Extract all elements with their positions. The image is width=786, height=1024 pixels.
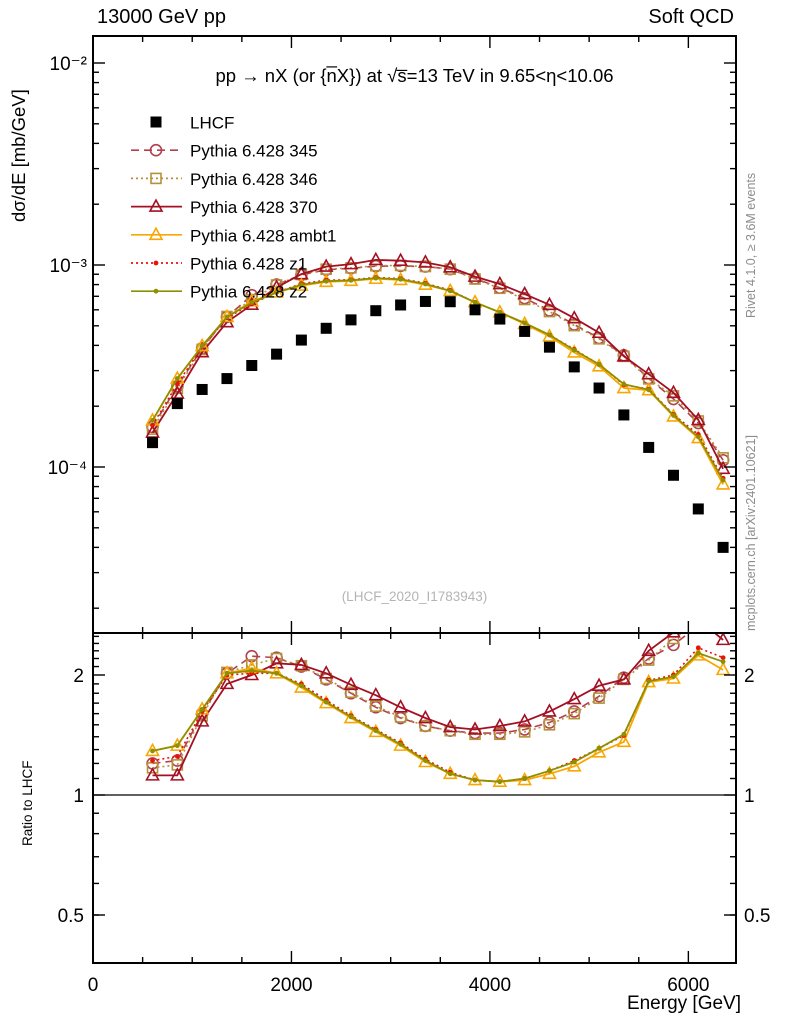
beam-header: 13000 GeV pp [97, 6, 226, 28]
legend-label: Pythia 6.428 345 [190, 142, 318, 161]
legend-item: Pythia 6.428 370 [131, 198, 318, 217]
legend-label: LHCF [190, 114, 234, 133]
legend-label: Pythia 6.428 ambt1 [190, 226, 336, 245]
y-axis-label: dσ/dE [mb/GeV] [8, 89, 29, 222]
series-line-main-3 [151, 258, 724, 470]
mcplots-source-note: mcplots.cern.ch [arXiv:2401.10621] [744, 435, 758, 631]
process-group-header: Soft QCD [648, 6, 734, 28]
series-line-ratio-6 [152, 652, 724, 783]
legend-label: Pythia 6.428 370 [190, 198, 318, 217]
series-line-ratio-3 [152, 633, 724, 777]
series-lhcf-data [147, 295, 729, 553]
series-line-main-6 [151, 277, 724, 481]
ratio-tick-label-left: 2 [73, 666, 84, 687]
y-tick-label: 10⁻³ [50, 256, 88, 277]
series-main-4 [145, 270, 731, 490]
series-main-6 [150, 275, 726, 483]
main-panel [145, 251, 731, 553]
ratio-tick-label-left: 1 [73, 786, 84, 807]
x-axis-label: Energy [GeV] [627, 993, 741, 1014]
series-line-ratio-5 [152, 646, 724, 783]
x-tick-label: 2000 [270, 975, 312, 996]
ratio-panel [93, 633, 736, 796]
legend-item: Pythia 6.428 z2 [131, 283, 307, 302]
ratio-tick-label-right: 1 [744, 786, 755, 807]
legend-item: LHCF [150, 114, 234, 133]
legend-item: Pythia 6.428 ambt1 [131, 226, 336, 245]
series-ratio-1 [146, 633, 691, 770]
ratio-tick-label-right: 2 [744, 666, 755, 687]
legend-label: Pythia 6.428 z1 [190, 255, 307, 274]
y-tick-label: 10⁻⁴ [48, 458, 87, 479]
ratio-tick-label-left: 0.5 [58, 906, 84, 927]
legend-item: Pythia 6.428 345 [131, 142, 318, 161]
legend: LHCF Pythia 6.428 345 Pythia 6.428 346 Pyth… [131, 114, 336, 302]
series-line-ratio-1 [152, 633, 691, 765]
rivet-version-note: Rivet 4.1.0, ≥ 3.6M events [744, 173, 758, 318]
series-line-ratio-2 [152, 633, 684, 769]
legend-item: Pythia 6.428 346 [131, 170, 318, 189]
series-ratio-2 [146, 633, 684, 774]
x-tick-label: 6000 [667, 975, 709, 996]
x-tick-label: 4000 [469, 975, 511, 996]
series-ratio-3 [145, 633, 731, 781]
series-ratio-6 [150, 650, 726, 785]
legend-label: Pythia 6.428 346 [190, 170, 318, 189]
plot-title: pp → nX (or {n̅X}) at √s̅=13 TeV in 9.65… [215, 65, 613, 86]
x-tick-label: 0 [88, 975, 99, 996]
watermark: (LHCF_2020_I1783943) [342, 589, 488, 604]
y-tick-label: 10⁻² [50, 54, 88, 75]
ratio-frame [92, 632, 737, 964]
axes: 0 2000 4000 6000 10⁻² 10⁻³ 10⁻⁴ 2 2 1 1 0.5 0.5 [48, 35, 770, 996]
legend-label: Pythia 6.428 z2 [190, 283, 307, 302]
ratio-tick-label-right: 0.5 [744, 906, 770, 927]
legend-item: Pythia 6.428 z1 [131, 255, 307, 274]
ratio-axis-label: Ratio to LHCF [20, 760, 35, 846]
series-main-5 [150, 275, 726, 481]
